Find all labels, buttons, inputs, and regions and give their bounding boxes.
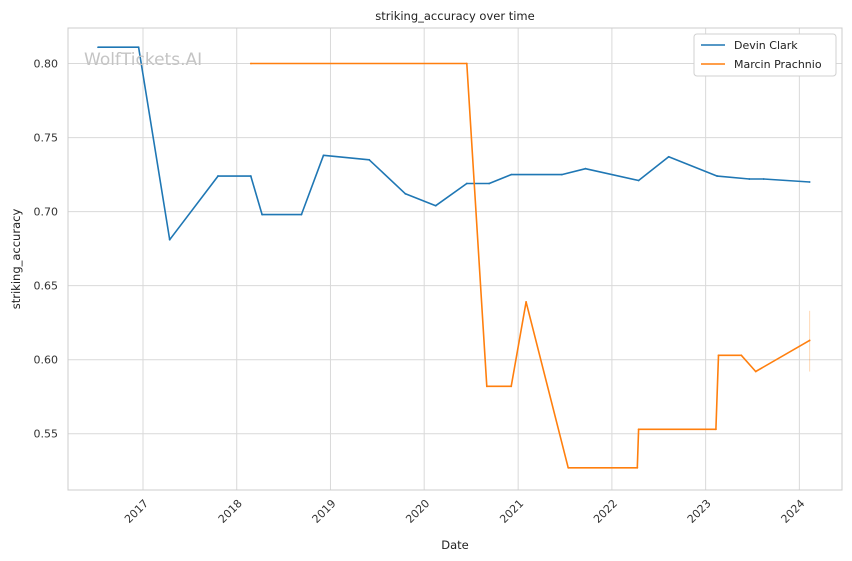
data-point-marcin-prachnio [808,339,811,342]
data-point-devin-clark [97,46,99,49]
plot-frame [67,27,843,491]
data-point-devin-clark [667,155,670,158]
data-point-devin-clark [748,178,751,180]
x-tick-label: 2023 [685,497,714,526]
data-point-marcin-prachnio [567,466,570,469]
data-point-marcin-prachnio [525,301,528,303]
x-tick-label: 2018 [216,497,245,526]
data-point-marcin-prachnio [740,354,743,357]
x-tick-label: 2024 [779,497,808,526]
data-point-marcin-prachnio [717,354,720,357]
data-point-devin-clark [322,154,325,157]
series-layer [97,46,811,469]
y-tick-label: 0.70 [34,206,59,219]
data-point-devin-clark [465,182,468,185]
data-point-devin-clark [217,175,219,177]
y-tick-label: 0.65 [34,280,59,293]
y-axis-ticks: 0.55 0.60 0.65 0.70 0.75 0.80 [34,58,59,441]
x-axis-ticks: 2017 2018 2019 2020 2021 2022 2023 2024 [122,497,807,526]
x-axis-title: Date [441,538,469,552]
data-point-devin-clark [137,46,140,49]
data-point-marcin-prachnio [510,385,513,388]
x-tick-label: 2022 [591,497,620,526]
legend-label-devin-clark: Devin Clark [734,39,798,52]
legend-box [693,33,837,77]
plot-background [68,28,842,490]
data-point-devin-clark [300,213,303,216]
y-tick-label: 0.75 [34,132,59,145]
data-point-devin-clark [584,167,587,170]
data-point-devin-clark [249,175,252,177]
data-point-devin-clark [368,158,371,161]
chart-title: striking_accuracy over time [375,9,534,23]
data-point-devin-clark [716,175,719,177]
data-point-devin-clark [808,181,811,183]
watermark: WolfTickets.AI [84,50,202,70]
y-tick-label: 0.60 [34,354,59,367]
data-point-devin-clark [637,179,640,182]
data-point-marcin-prachnio [465,62,468,65]
x-tick-label: 2021 [497,497,526,526]
data-point-marcin-prachnio [715,428,717,431]
data-point-devin-clark [560,173,563,176]
x-tick-label: 2017 [122,497,151,526]
y-tick-label: 0.55 [34,428,59,441]
data-point-marcin-prachnio [636,466,639,469]
y-axis-title: striking_accuracy [9,209,23,310]
data-point-devin-clark [434,204,437,207]
data-point-devin-clark [762,178,765,180]
legend: Devin Clark Marcin Prachnio [693,33,837,77]
x-tick-label: 2019 [310,497,339,526]
data-point-devin-clark [488,182,491,185]
data-point-devin-clark [261,213,264,216]
data-point-marcin-prachnio [485,385,488,388]
legend-label-marcin-prachnio: Marcin Prachnio [734,58,822,71]
x-tick-label: 2020 [403,497,432,526]
data-point-devin-clark [168,238,171,241]
data-point-marcin-prachnio [637,428,640,431]
data-point-marcin-prachnio [754,370,757,373]
data-point-devin-clark [404,192,407,195]
data-point-devin-clark [510,173,513,176]
series-line-devin-clark [98,46,810,241]
data-point-marcin-prachnio [249,62,252,65]
y-tick-label: 0.80 [34,58,59,71]
